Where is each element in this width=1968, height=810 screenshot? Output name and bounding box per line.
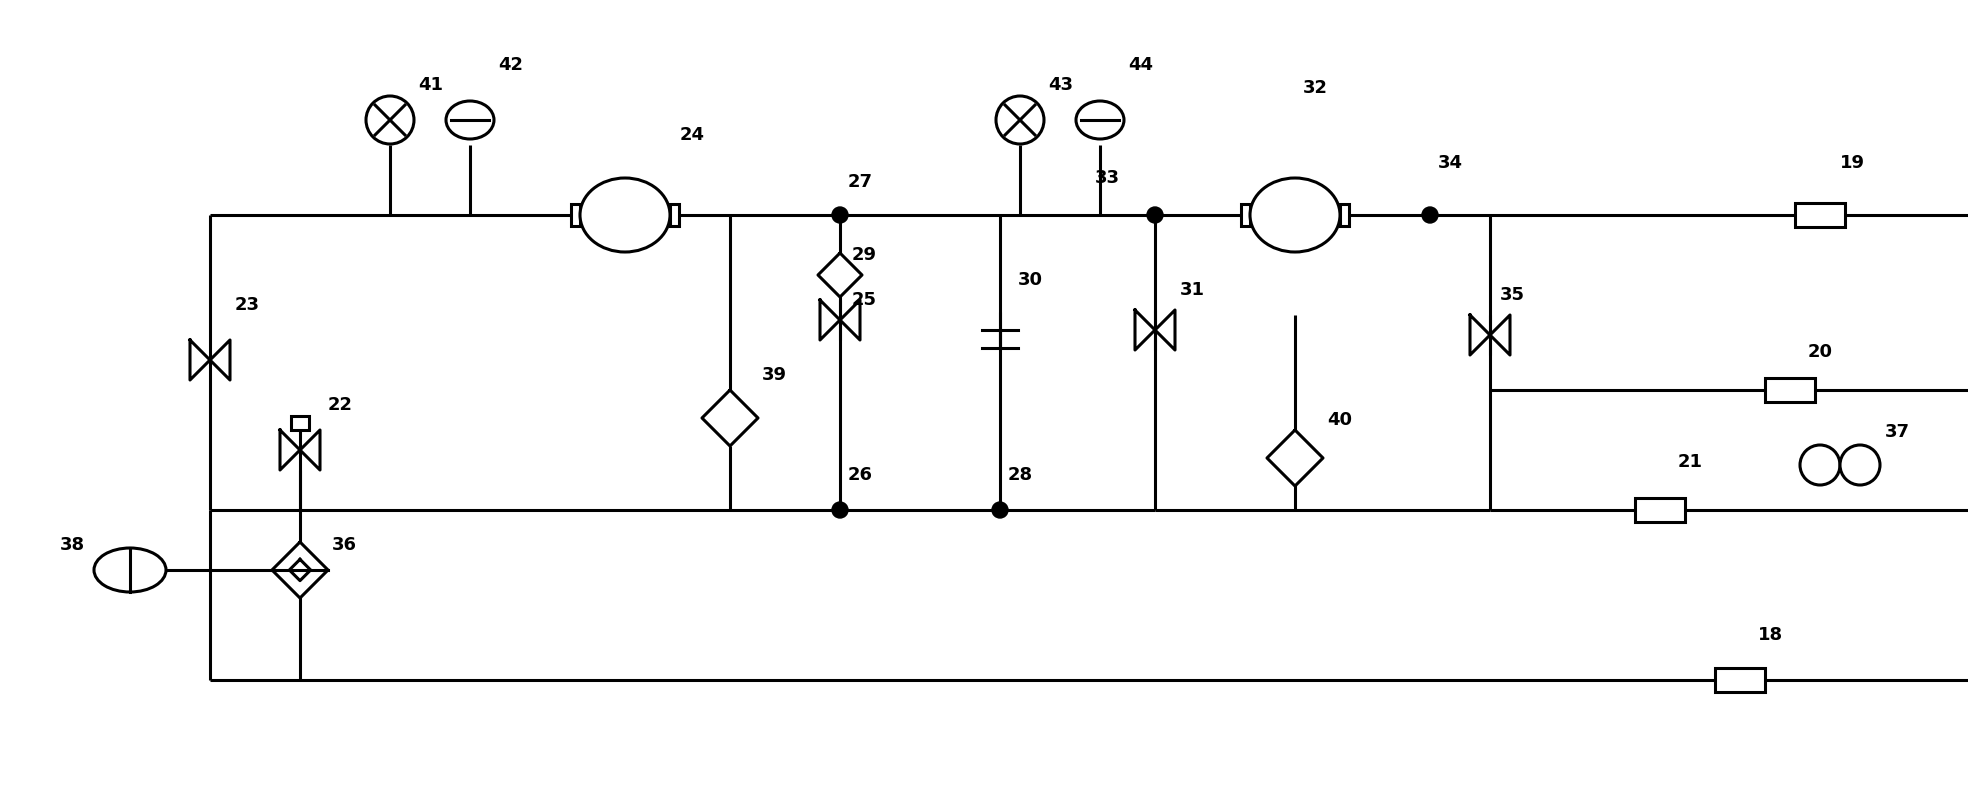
Text: 30: 30 bbox=[1017, 271, 1043, 289]
Polygon shape bbox=[1136, 310, 1175, 350]
Circle shape bbox=[1147, 207, 1163, 223]
Circle shape bbox=[1801, 445, 1840, 485]
Text: 38: 38 bbox=[59, 536, 85, 554]
Text: 19: 19 bbox=[1840, 154, 1866, 172]
Text: 28: 28 bbox=[1008, 466, 1033, 484]
Text: 36: 36 bbox=[333, 536, 356, 554]
Text: 23: 23 bbox=[234, 296, 260, 314]
Text: 40: 40 bbox=[1326, 411, 1352, 429]
Bar bbox=[1340, 204, 1348, 226]
Text: 27: 27 bbox=[848, 173, 874, 191]
Polygon shape bbox=[703, 390, 758, 446]
Ellipse shape bbox=[1076, 101, 1124, 139]
Bar bbox=[1795, 203, 1846, 227]
Bar bbox=[1242, 204, 1250, 226]
Text: 32: 32 bbox=[1303, 79, 1328, 97]
Polygon shape bbox=[821, 300, 860, 340]
Text: 39: 39 bbox=[762, 366, 787, 384]
Text: 34: 34 bbox=[1439, 154, 1462, 172]
Bar bbox=[1635, 498, 1685, 522]
Text: 33: 33 bbox=[1094, 169, 1120, 187]
Bar bbox=[1765, 378, 1814, 402]
Ellipse shape bbox=[94, 548, 165, 592]
Bar bbox=[669, 204, 679, 226]
Bar bbox=[571, 204, 581, 226]
Ellipse shape bbox=[1250, 178, 1340, 252]
Text: 21: 21 bbox=[1679, 453, 1702, 471]
Polygon shape bbox=[819, 253, 862, 297]
Polygon shape bbox=[191, 340, 230, 380]
Circle shape bbox=[996, 96, 1043, 144]
Circle shape bbox=[832, 502, 848, 518]
Text: 22: 22 bbox=[329, 396, 352, 414]
Text: 31: 31 bbox=[1181, 281, 1204, 299]
Text: 25: 25 bbox=[852, 291, 878, 309]
Circle shape bbox=[366, 96, 413, 144]
Polygon shape bbox=[1470, 315, 1509, 355]
Ellipse shape bbox=[581, 178, 669, 252]
Circle shape bbox=[992, 502, 1008, 518]
Polygon shape bbox=[1267, 430, 1322, 486]
Text: 35: 35 bbox=[1500, 286, 1525, 304]
Text: 42: 42 bbox=[498, 56, 523, 74]
Text: 37: 37 bbox=[1885, 423, 1911, 441]
Text: 44: 44 bbox=[1128, 56, 1153, 74]
Text: 26: 26 bbox=[848, 466, 874, 484]
Circle shape bbox=[1423, 207, 1439, 223]
Polygon shape bbox=[279, 430, 321, 470]
Text: 18: 18 bbox=[1757, 626, 1783, 644]
Text: 24: 24 bbox=[681, 126, 705, 144]
Ellipse shape bbox=[447, 101, 494, 139]
Circle shape bbox=[832, 207, 848, 223]
Text: 41: 41 bbox=[417, 76, 443, 94]
Polygon shape bbox=[272, 542, 329, 598]
Text: 29: 29 bbox=[852, 246, 878, 264]
Text: 20: 20 bbox=[1809, 343, 1832, 361]
Text: 43: 43 bbox=[1049, 76, 1073, 94]
Bar bbox=[1714, 668, 1765, 692]
Circle shape bbox=[1840, 445, 1879, 485]
Bar bbox=[291, 416, 309, 430]
